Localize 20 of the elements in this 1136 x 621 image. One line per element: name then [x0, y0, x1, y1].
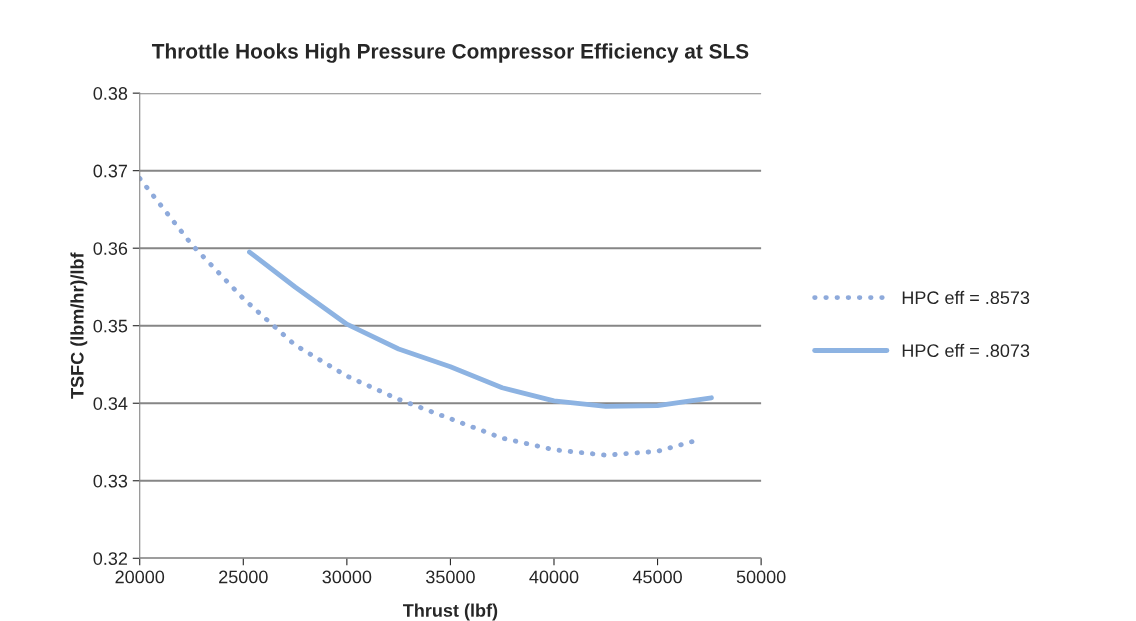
legend-label: HPC eff = .8073 — [902, 343, 1030, 358]
line-series — [247, 249, 714, 409]
y-tick-label: 0.38 — [93, 87, 128, 100]
x-tick-label: 40000 — [529, 570, 579, 584]
y-tick-label: 0.34 — [93, 397, 128, 410]
y-tick-label: 0.33 — [93, 474, 128, 488]
y-tick-label: 0.37 — [93, 164, 128, 178]
x-tick-label: 20000 — [115, 570, 165, 584]
y-tick-label: 0.35 — [93, 319, 128, 333]
x-tick-label: 45000 — [632, 570, 682, 584]
y-axis-title: TSFC (lbm/hr)/lbf — [70, 252, 88, 399]
x-tick-label: 50000 — [736, 570, 786, 584]
legend-label: HPC eff = .8573 — [902, 290, 1030, 305]
y-tick-label: 0.32 — [93, 552, 128, 565]
x-tick-label: 30000 — [322, 570, 372, 584]
chart-title: Throttle Hooks High Pressure Compressor Efficiency at SLS — [151, 43, 749, 63]
x-tick-label: 25000 — [219, 570, 268, 584]
y-tick-label: 0.36 — [93, 242, 128, 255]
x-axis-title: Thrust (lbf) — [403, 603, 498, 621]
x-tick-label: 35000 — [426, 570, 475, 584]
